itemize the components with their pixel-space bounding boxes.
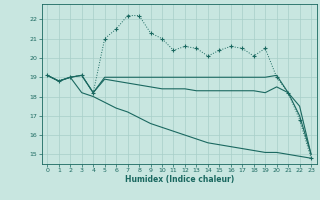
X-axis label: Humidex (Indice chaleur): Humidex (Indice chaleur)	[124, 175, 234, 184]
